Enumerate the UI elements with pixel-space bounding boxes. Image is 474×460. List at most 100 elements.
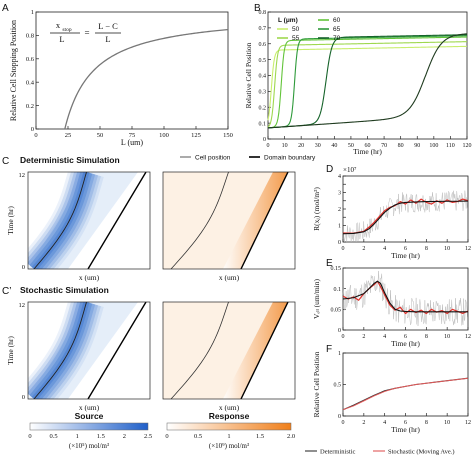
heatmap-c_source [28, 172, 150, 269]
heatmap-frame [162, 171, 296, 270]
y-axis-label: Relative Cell Position [312, 351, 321, 417]
x-tick-label: 6 [404, 420, 407, 426]
panel-title: Deterministic Simulation [20, 155, 120, 165]
legend-entry: 50 [292, 26, 300, 33]
x-tick-label: 0 [342, 246, 345, 252]
panel-label: C’ [2, 286, 11, 297]
x-tick-label: 8 [425, 334, 428, 340]
series-line-55 [267, 41, 468, 128]
outside-domain [241, 302, 295, 399]
heatmap-background [28, 302, 150, 399]
panel-title: Stochastic Simulation [20, 285, 109, 295]
y-tick-label: 0.4 [259, 74, 267, 80]
legend-entry: Domain boundary [264, 155, 316, 162]
cell-position-line [170, 172, 229, 269]
source-haze [28, 302, 138, 399]
y-tick-label: 0 [31, 126, 34, 133]
x-tick-label: 50 [97, 132, 104, 139]
panel-label: C [2, 156, 9, 167]
y-tick-label: 0.2 [26, 103, 34, 110]
x-tick-label: 70 [381, 143, 387, 149]
colorbar-source: Source 0 0.5 1 1.5 2 2.5 (×10⁵) mol/m³ [28, 411, 152, 450]
cell-position-line [170, 302, 229, 399]
x-tick-label: 0 [267, 143, 270, 149]
legend: Cell position Domain boundary [180, 155, 316, 162]
x-tick-label: 10 [444, 246, 450, 252]
y-tick-label: 0.8 [26, 33, 34, 40]
y-axis-label: Time (hr) [6, 336, 15, 365]
panel-f-axes: 0 2 4 6 8 10 12 0 0.5 1 Time (hr) Relative Cell Pos… [312, 344, 471, 434]
moving-average-line [342, 198, 469, 234]
x-tick-label: 0 [34, 132, 37, 139]
y-tick-label: 0.4 [26, 79, 35, 86]
y-tick-label: 2 [338, 207, 341, 213]
source-haze [28, 172, 138, 269]
colorbar-tick-label: 2.0 [287, 433, 295, 440]
colorbar-title: Response [209, 411, 250, 421]
stochastic-trace [342, 270, 468, 327]
y-tick-label: 0.6 [259, 42, 267, 48]
x-tick-label: 10 [444, 420, 450, 426]
panel-label: D [326, 164, 333, 175]
x-tick-label: 60 [365, 143, 371, 149]
formula-rhs-denominator: L [105, 34, 110, 44]
colorbar-unit: (×10⁵) mol/m³ [69, 442, 109, 450]
x-tick-label: 0 [342, 334, 345, 340]
x-tick-label: 8 [425, 420, 428, 426]
y-axis-label: Relative Cell Position [244, 42, 253, 108]
x-tick-label: 2 [362, 334, 365, 340]
legend-entry: 65 [333, 26, 341, 33]
domain-boundary-line [87, 302, 147, 399]
y-axis-label: R(xⱼ) (mol/m³) [312, 187, 321, 231]
x-axis-label: x (um) [79, 273, 100, 282]
cell-position-line [33, 302, 87, 399]
formula-rhs-numerator: L − C [98, 21, 118, 31]
legend-entry: Stochastic (Moving Ave.) [388, 449, 455, 456]
x-tick-label: 0 [342, 420, 345, 426]
y-tick-label: 0.1 [259, 121, 267, 127]
y-tick-label: 0 [338, 240, 341, 246]
deterministic-line [342, 200, 469, 235]
x-tick-label: 90 [414, 143, 420, 149]
legend-title: L (μm) [278, 17, 298, 24]
colorbar-tick-label: 1 [76, 433, 79, 440]
panel-b-axes: 0 10 20 30 40 50 60 70 80 90 100 110 120 0 0.1 0.2 0.3 0.… [244, 3, 472, 156]
x-tick-label: 150 [223, 132, 233, 139]
heatmap-frame [27, 171, 151, 270]
y-axis-label: Relative Cell Stopping Position [9, 20, 18, 121]
formula-lhs-subscript: stop [62, 27, 71, 33]
domain-boundary-line [240, 302, 289, 399]
y-tick-label: 12 [19, 172, 26, 179]
y-tick-label: 0.8 [259, 10, 267, 16]
x-tick-label: 8 [425, 246, 428, 252]
domain-boundary-line [87, 172, 147, 269]
panel-a-axes: 0 25 50 75 100 125 150 0 0.2 0.4 0.6 0.8 1 L (um) Rela… [2, 3, 233, 147]
heatmap-c2_response [163, 302, 295, 399]
x-tick-label: 25 [65, 132, 72, 139]
legend-entry: 70 [333, 35, 341, 42]
legend: L (μm) 50 55 60 65 70 [277, 17, 341, 42]
panel-label: A [2, 3, 9, 14]
y-tick-label: 0.5 [334, 383, 342, 389]
colorbar-tick-label: 2 [123, 433, 126, 440]
x-tick-label: 50 [348, 143, 354, 149]
colorbar-tick-label: 1.5 [256, 433, 264, 440]
colorbar-tick-label: 0 [165, 433, 168, 440]
y-tick-label: 12 [19, 302, 26, 309]
deterministic-line [342, 377, 469, 411]
x-axis-label: Time (hr) [391, 425, 420, 434]
heatmap-c2_source [28, 302, 150, 399]
y-tick-label: 0 [263, 137, 266, 143]
colorbar-title: Source [75, 411, 104, 421]
x-tick-label: 75 [129, 132, 136, 139]
x-tick-label: 20 [298, 143, 304, 149]
x-tick-label: 120 [463, 143, 472, 149]
panel-e-frame [342, 267, 469, 331]
series-line [64, 28, 228, 130]
y-tick-label: 0 [22, 394, 25, 401]
x-tick-label: 2 [362, 420, 365, 426]
y-tick-label: 0.6 [26, 56, 35, 63]
x-tick-label: 80 [398, 143, 404, 149]
formula-lhs-denominator: L [59, 34, 64, 44]
